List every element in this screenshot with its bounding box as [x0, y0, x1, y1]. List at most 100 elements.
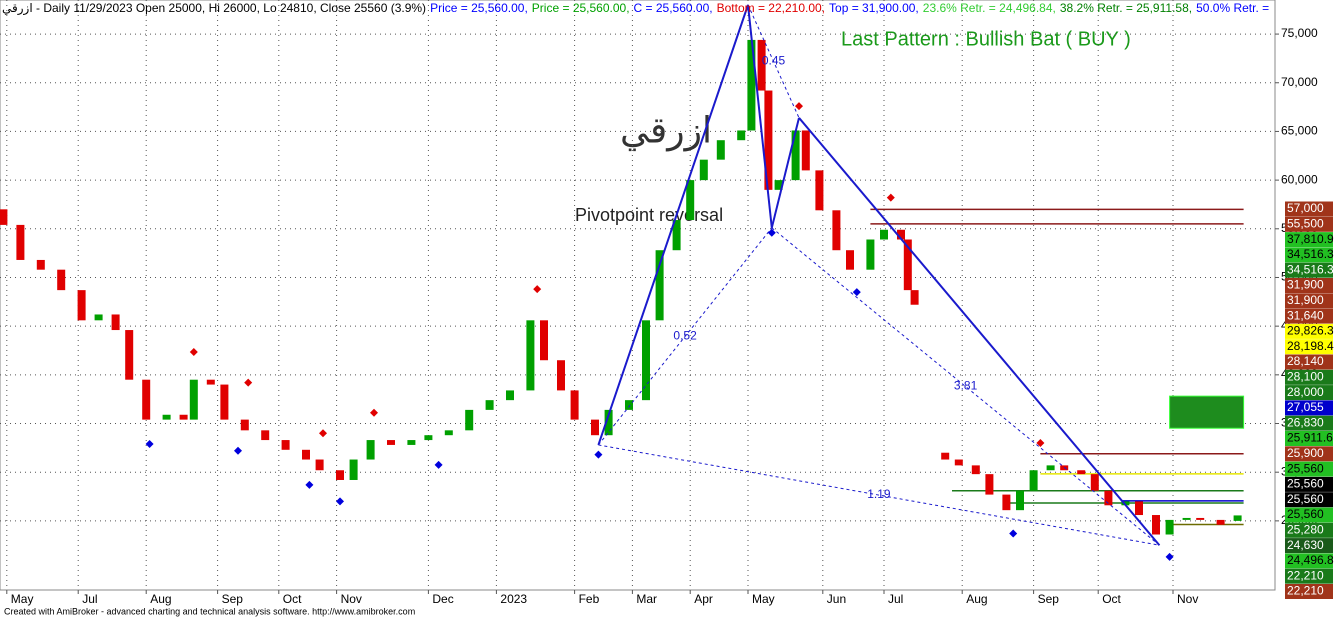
candle: [642, 320, 650, 401]
candle: [910, 290, 919, 305]
candle: [625, 400, 633, 410]
candle: [1182, 517, 1191, 520]
candle: [1165, 519, 1174, 535]
candle: [737, 130, 746, 141]
x-tick-label: Oct: [283, 592, 302, 606]
header-segment: ازرقي - Daily 11/29/2023 Open 25000, Hi …: [2, 1, 427, 15]
header-segment: Price = 25,560.00,: [430, 1, 528, 15]
candle: [815, 170, 824, 211]
x-tick-label: May: [11, 592, 34, 606]
price-label: 55,500: [1287, 216, 1324, 230]
candle: [1135, 501, 1143, 516]
x-tick-label: 2023: [500, 592, 527, 606]
pivot: [244, 378, 253, 387]
candle: [832, 210, 841, 251]
plot-layer: [0, 0, 1275, 590]
price-label-bg: [1285, 216, 1333, 232]
candle: [1233, 515, 1242, 521]
candle: [903, 239, 912, 291]
pattern-ratio: 0.52: [673, 329, 697, 343]
price-label: 27,055: [1287, 400, 1324, 414]
price-label-bg: [1285, 293, 1333, 309]
candle: [985, 474, 994, 495]
price-label: 37,810.9: [1287, 232, 1334, 246]
candle: [179, 414, 188, 420]
pivot: [767, 228, 776, 237]
price-label: 25,560: [1287, 492, 1324, 506]
pivot: [336, 497, 344, 506]
candle: [281, 440, 290, 450]
price-label: 28,198.4: [1287, 339, 1334, 353]
candle: [591, 419, 599, 436]
price-label: 25,560: [1287, 461, 1324, 475]
candle: [302, 449, 310, 460]
price-label-bg: [1285, 461, 1333, 477]
candle: [94, 314, 103, 321]
candle: [336, 470, 344, 480]
candle: [366, 440, 375, 460]
candle: [407, 440, 416, 445]
candle: [570, 390, 579, 420]
header-segment: 50.0% Retr. =: [1196, 1, 1270, 15]
candle: [1029, 470, 1038, 491]
candle: [220, 384, 229, 420]
candle: [465, 409, 474, 431]
candle: [1046, 465, 1055, 471]
x-tick-label: Nov: [1177, 592, 1198, 606]
y-tick-label: 75,000: [1281, 26, 1318, 40]
price-label: 22,210: [1287, 584, 1324, 598]
candle: [349, 459, 358, 480]
x-tick-label: Feb: [579, 592, 600, 606]
candle: [0, 209, 8, 225]
candle: [747, 39, 756, 131]
candle: [162, 414, 171, 420]
candle: [971, 465, 980, 475]
pivot: [145, 439, 154, 448]
price-label: 25,560: [1287, 507, 1324, 521]
header-segment: Price = 25,560.00,: [531, 1, 630, 15]
candle: [604, 409, 613, 436]
x-tick-label: Jul: [82, 592, 97, 606]
x-tick-label: Apr: [694, 592, 713, 606]
x-tick-label: Dec: [432, 592, 453, 606]
header-segment: Bottom = 22,210.00,: [716, 1, 826, 15]
x-tick-label: May: [752, 592, 775, 606]
pattern-ratio: 1.19: [867, 487, 891, 501]
candle: [142, 379, 151, 420]
candle: [716, 140, 725, 160]
candle: [485, 400, 494, 410]
footer: Created with AmiBroker - advanced charti…: [4, 606, 415, 616]
candle: [1104, 490, 1113, 506]
price-label: 28,100: [1287, 369, 1324, 383]
candle: [240, 419, 249, 431]
candle: [1090, 474, 1099, 491]
candle: [387, 440, 395, 445]
candle: [557, 360, 565, 391]
x-tick-label: Aug: [150, 592, 171, 606]
price-label: 57,000: [1287, 201, 1324, 215]
note: Pivotpoint reversal: [575, 205, 723, 225]
candle: [1016, 490, 1024, 511]
pivot: [434, 460, 443, 469]
price-label: 31,900: [1287, 278, 1324, 292]
candle: [315, 459, 324, 471]
pattern-ratio-line: [598, 227, 773, 446]
candle: [16, 224, 25, 260]
candle: [880, 229, 888, 240]
pivot: [533, 285, 542, 294]
pattern-ratio-line: [747, 4, 800, 119]
candle: [954, 459, 963, 466]
candle: [36, 259, 45, 270]
pattern-label: Last Pattern : Bullish Bat ( BUY ): [841, 28, 1131, 50]
price-label-bg: [1285, 308, 1333, 324]
pivot: [1036, 438, 1045, 447]
price-label: 28,140: [1287, 354, 1324, 368]
price-label: 22,210: [1287, 568, 1324, 582]
header-segment: Top = 31,900.00,: [829, 1, 919, 15]
candle: [526, 320, 535, 391]
price-label: 34,516.3: [1287, 262, 1334, 276]
watermark: ازرقي: [620, 110, 712, 152]
pivot: [234, 446, 242, 455]
pattern-leg: [770, 117, 800, 229]
